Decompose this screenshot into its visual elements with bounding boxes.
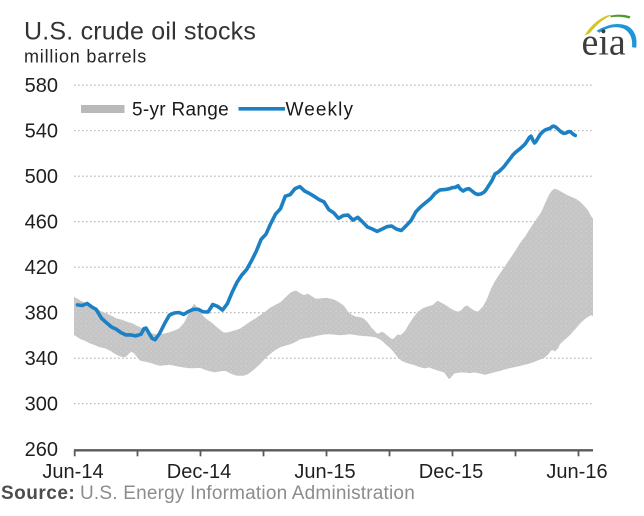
svg-text:460: 460 — [25, 212, 58, 234]
svg-text:U.S. crude oil stocks: U.S. crude oil stocks — [24, 18, 256, 46]
svg-text:340: 340 — [25, 348, 58, 370]
svg-text:540: 540 — [25, 121, 58, 143]
svg-text:380: 380 — [25, 303, 58, 325]
svg-text:Weekly: Weekly — [286, 100, 355, 121]
svg-text:500: 500 — [25, 166, 58, 188]
svg-text:Dec-14: Dec-14 — [167, 461, 231, 483]
svg-text:5-yr Range: 5-yr Range — [132, 100, 229, 121]
svg-text:260: 260 — [25, 439, 58, 461]
svg-text:eia: eia — [582, 22, 626, 64]
svg-text:Jun-16: Jun-16 — [546, 461, 607, 483]
svg-text:U.S. Energy Information Admini: U.S. Energy Information Administration — [80, 483, 415, 504]
svg-text:million barrels: million barrels — [24, 47, 147, 67]
svg-text:420: 420 — [25, 257, 58, 279]
svg-text:Source:: Source: — [1, 483, 75, 504]
svg-text:580: 580 — [25, 75, 58, 97]
svg-text:Jun-15: Jun-15 — [294, 461, 355, 483]
svg-text:Jun-14: Jun-14 — [42, 461, 103, 483]
svg-text:Dec-15: Dec-15 — [419, 461, 483, 483]
svg-text:300: 300 — [25, 394, 58, 416]
